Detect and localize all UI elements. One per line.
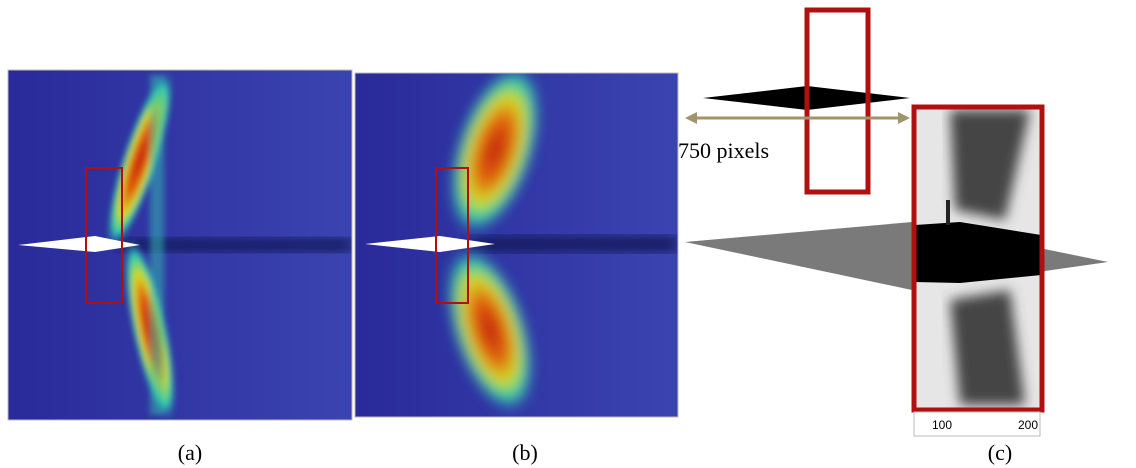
panel-b-image xyxy=(355,73,678,417)
roi-box xyxy=(85,167,123,304)
panel-label: (c) xyxy=(988,440,1012,465)
roi-box xyxy=(435,167,469,304)
panel-c-image xyxy=(915,108,1041,409)
view-box xyxy=(804,7,871,195)
panel-b-frame xyxy=(354,72,679,418)
axis-frame xyxy=(913,411,1041,437)
panel-c-frame xyxy=(911,104,1045,413)
scale-label: 750 pixels xyxy=(678,138,769,163)
panel-label: (a) xyxy=(178,440,202,465)
arrow-head xyxy=(685,112,697,124)
arrow-head xyxy=(898,112,910,124)
model-plane xyxy=(685,222,1108,290)
panel-a-frame xyxy=(7,69,353,421)
panel-label: (b) xyxy=(512,440,538,465)
panel-a-image xyxy=(8,70,352,420)
axis-tick-label: 100 xyxy=(932,418,952,432)
axis-tick-label: 200 xyxy=(1018,418,1038,432)
